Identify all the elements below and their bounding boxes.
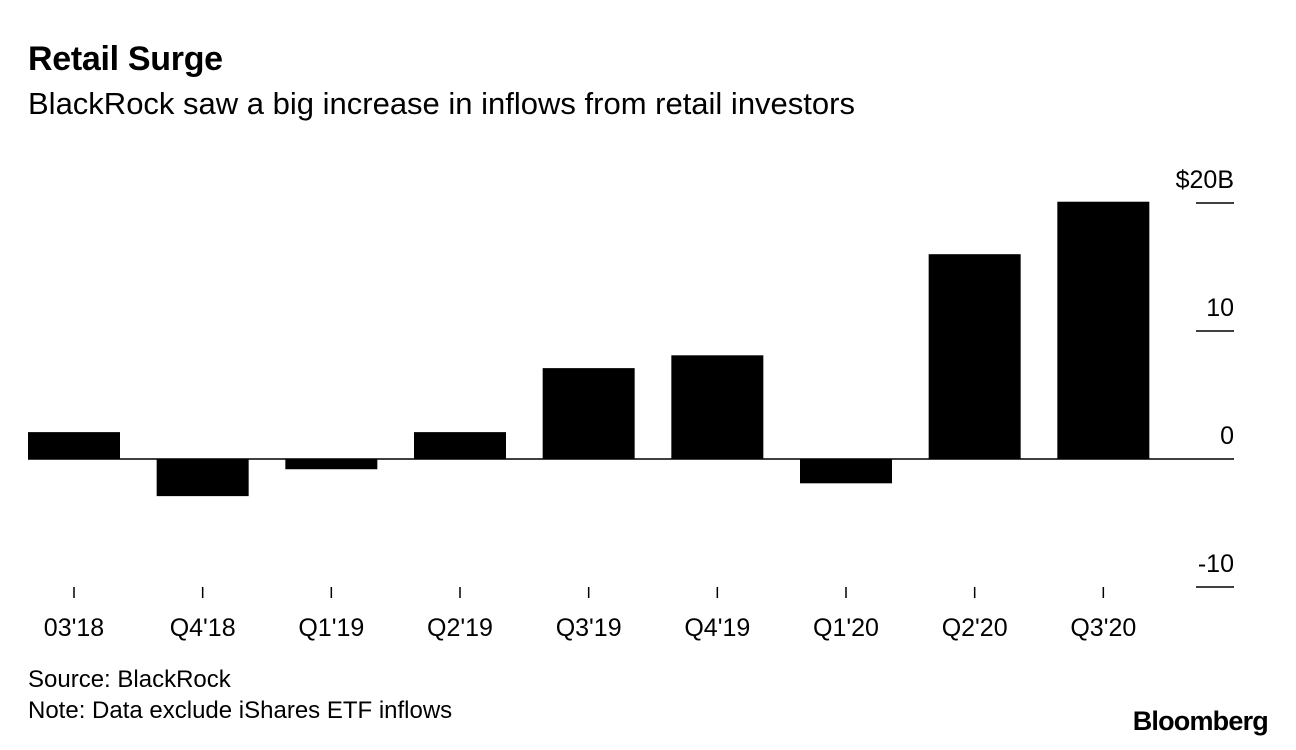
chart-title: Retail Surge xyxy=(28,40,223,78)
bloomberg-logo: Bloomberg xyxy=(1132,706,1269,736)
x-tick-label-8: Q3'20 xyxy=(1070,614,1136,642)
bar-2 xyxy=(285,459,378,470)
y-tick-label-1: 10 xyxy=(1206,294,1234,322)
data-note: Note: Data exclude iShares ETF inflows xyxy=(28,697,453,724)
source-note: Source: BlackRock xyxy=(28,666,231,693)
x-tick-label-6: Q1'20 xyxy=(813,614,879,642)
y-tick-label-0: $20B xyxy=(1176,166,1234,194)
x-tick-label-2: Q1'19 xyxy=(298,614,364,642)
x-tick-label-1: Q4'18 xyxy=(170,614,236,642)
bar-8 xyxy=(1057,201,1150,459)
x-tick-label-5: Q4'19 xyxy=(684,614,750,642)
bar-3 xyxy=(414,432,506,459)
y-tick-label-2: 0 xyxy=(1220,422,1234,450)
chart-subtitle: BlackRock saw a big increase in inflows … xyxy=(28,86,855,121)
bar-6 xyxy=(800,459,892,484)
x-tick-label-0: 03'18 xyxy=(44,614,104,642)
bar-1 xyxy=(156,459,249,497)
y-tick-label-3: -10 xyxy=(1198,550,1234,578)
x-tick-label-3: Q2'19 xyxy=(427,614,493,642)
bar-7 xyxy=(928,254,1021,459)
bar-0 xyxy=(28,432,120,459)
x-tick-label-7: Q2'20 xyxy=(942,614,1008,642)
bar-4 xyxy=(542,368,635,459)
x-tick-label-4: Q3'19 xyxy=(556,614,622,642)
bar-5 xyxy=(671,355,764,459)
